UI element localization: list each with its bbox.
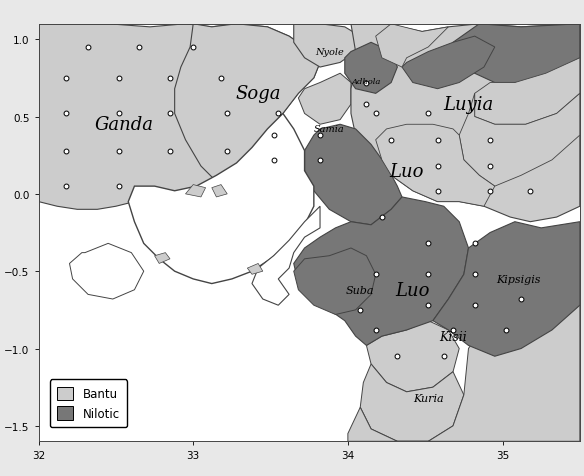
- Polygon shape: [212, 185, 227, 198]
- Polygon shape: [128, 114, 314, 284]
- Polygon shape: [348, 306, 580, 441]
- Polygon shape: [39, 25, 320, 210]
- Text: Adhola: Adhola: [352, 78, 381, 86]
- Polygon shape: [248, 264, 263, 275]
- Polygon shape: [294, 198, 468, 346]
- Polygon shape: [305, 125, 402, 225]
- Text: Samia: Samia: [314, 125, 345, 134]
- Text: Ganda: Ganda: [94, 116, 153, 134]
- Text: Kipsigis: Kipsigis: [496, 274, 540, 284]
- Polygon shape: [351, 25, 580, 222]
- Text: Luo: Luo: [390, 162, 424, 180]
- Polygon shape: [453, 25, 580, 83]
- Polygon shape: [376, 125, 495, 207]
- Polygon shape: [294, 25, 360, 68]
- Polygon shape: [459, 94, 580, 187]
- Polygon shape: [155, 253, 170, 264]
- Text: Nyole: Nyole: [315, 48, 343, 57]
- Polygon shape: [69, 244, 144, 299]
- Polygon shape: [345, 43, 397, 94]
- Text: Suba: Suba: [346, 285, 374, 295]
- Polygon shape: [186, 185, 206, 198]
- Polygon shape: [376, 25, 449, 68]
- Polygon shape: [360, 364, 464, 441]
- Text: Kisii: Kisii: [439, 330, 467, 343]
- Polygon shape: [175, 25, 320, 182]
- Polygon shape: [433, 222, 580, 357]
- Text: Luyia: Luyia: [443, 96, 493, 114]
- Polygon shape: [402, 37, 495, 89]
- Polygon shape: [298, 74, 351, 125]
- Legend: Bantu, Nilotic: Bantu, Nilotic: [50, 380, 127, 427]
- Polygon shape: [366, 321, 459, 392]
- Text: Luo: Luo: [395, 281, 430, 299]
- Polygon shape: [252, 207, 320, 306]
- Text: Kuria: Kuria: [413, 393, 444, 403]
- Text: Soga: Soga: [235, 85, 281, 103]
- Polygon shape: [475, 59, 580, 125]
- Polygon shape: [294, 248, 376, 315]
